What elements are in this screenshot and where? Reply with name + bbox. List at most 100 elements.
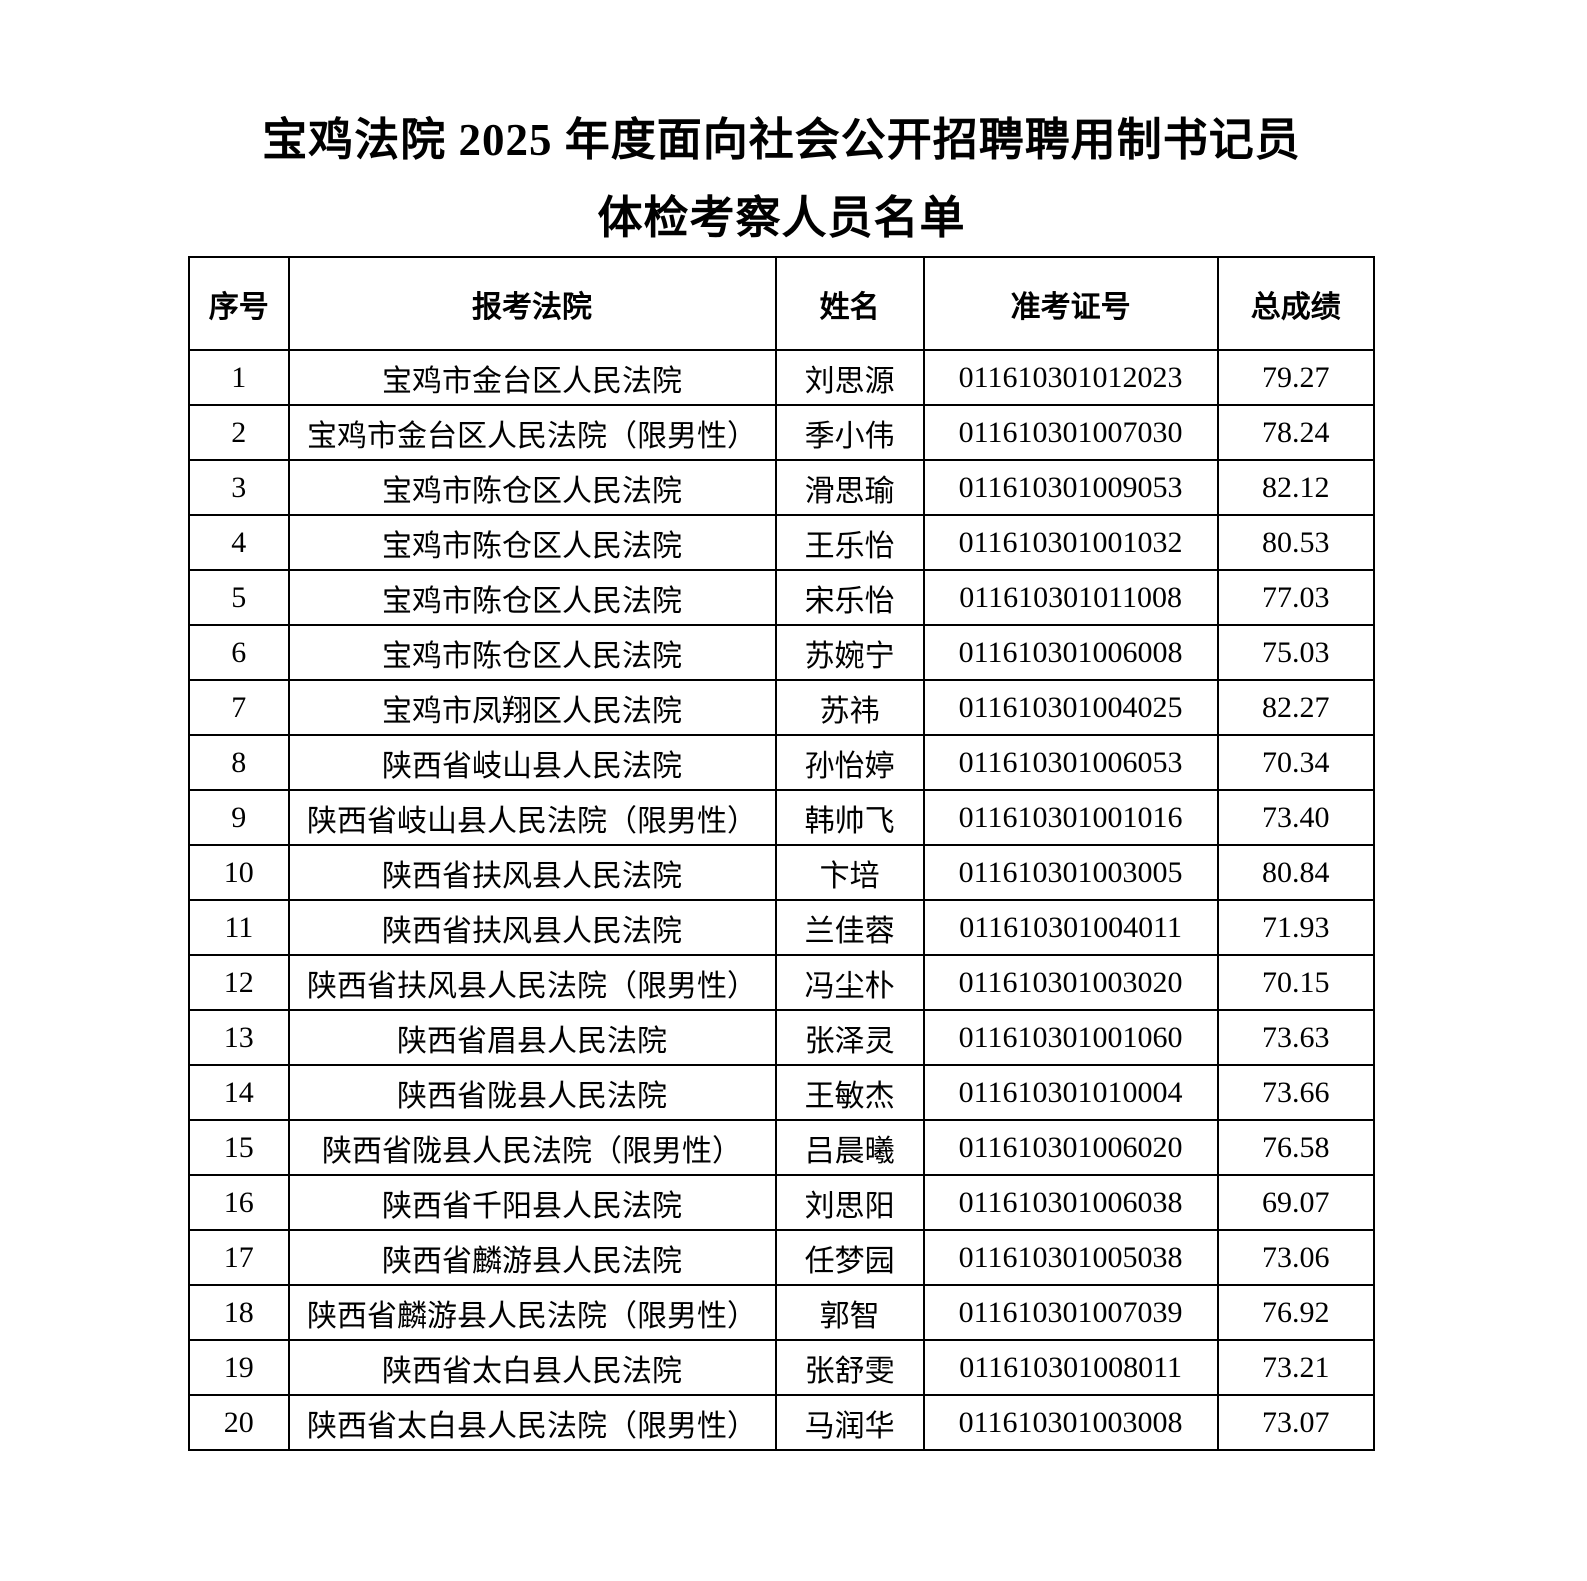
cell-name: 宋乐怡	[774, 569, 925, 626]
cell-court: 宝鸡市陈仓区人民法院	[287, 514, 777, 571]
cell-court: 陕西省扶风县人民法院（限男性）	[287, 954, 777, 1011]
cell-no: 20	[188, 1394, 290, 1451]
cell-name: 冯尘朴	[774, 954, 925, 1011]
cell-score: 71.93	[1216, 899, 1376, 956]
col-header-name: 姓名	[774, 256, 925, 351]
cell-ticket: 011610301001060	[922, 1009, 1219, 1066]
cell-no: 14	[188, 1064, 290, 1121]
cell-ticket: 011610301001032	[922, 514, 1219, 571]
cell-name: 张舒雯	[774, 1339, 925, 1396]
cell-court: 宝鸡市金台区人民法院（限男性）	[287, 404, 777, 461]
col-header-ticket: 准考证号	[922, 256, 1219, 351]
table-row: 4 宝鸡市陈仓区人民法院 王乐怡 011610301001032 80.53	[188, 514, 1376, 571]
cell-court: 宝鸡市陈仓区人民法院	[287, 624, 777, 681]
cell-name: 王敏杰	[774, 1064, 925, 1121]
table-body: 1 宝鸡市金台区人民法院 刘思源 011610301012023 79.27 2 宝鸡市金台…	[188, 349, 1376, 1451]
cell-court: 陕西省陇县人民法院（限男性）	[287, 1119, 777, 1176]
cell-no: 2	[188, 404, 290, 461]
table-row: 11 陕西省扶风县人民法院 兰佳蓉 011610301004011 71.93	[188, 899, 1376, 956]
cell-ticket: 011610301004011	[922, 899, 1219, 956]
table-row: 16 陕西省千阳县人民法院 刘思阳 011610301006038 69.07	[188, 1174, 1376, 1231]
cell-score: 73.66	[1216, 1064, 1376, 1121]
candidates-table: 序号 报考法院 姓名 准考证号 总成绩 1 宝鸡市金台区人民法院 刘思源 011610…	[188, 256, 1376, 1451]
table-row: 13 陕西省眉县人民法院 张泽灵 011610301001060 73.63	[188, 1009, 1376, 1066]
cell-no: 19	[188, 1339, 290, 1396]
cell-score: 80.53	[1216, 514, 1376, 571]
cell-name: 王乐怡	[774, 514, 925, 571]
table-row: 10 陕西省扶风县人民法院 卞培 011610301003005 80.84	[188, 844, 1376, 901]
cell-no: 8	[188, 734, 290, 791]
cell-name: 滑思瑜	[774, 459, 925, 516]
cell-name: 苏祎	[774, 679, 925, 736]
cell-name: 马润华	[774, 1394, 925, 1451]
cell-ticket: 011610301003005	[922, 844, 1219, 901]
cell-ticket: 011610301004025	[922, 679, 1219, 736]
cell-name: 兰佳蓉	[774, 899, 925, 956]
cell-score: 70.34	[1216, 734, 1376, 791]
cell-court: 宝鸡市陈仓区人民法院	[287, 459, 777, 516]
cell-score: 73.63	[1216, 1009, 1376, 1066]
cell-court: 陕西省岐山县人民法院（限男性）	[287, 789, 777, 846]
cell-no: 13	[188, 1009, 290, 1066]
cell-no: 9	[188, 789, 290, 846]
cell-name: 韩帅飞	[774, 789, 925, 846]
title-line-1: 宝鸡法院 2025 年度面向社会公开招聘聘用制书记员	[262, 115, 1301, 165]
cell-ticket: 011610301011008	[922, 569, 1219, 626]
cell-court: 陕西省太白县人民法院	[287, 1339, 777, 1396]
cell-ticket: 011610301001016	[922, 789, 1219, 846]
col-header-index: 序号	[188, 256, 290, 351]
cell-score: 73.07	[1216, 1394, 1376, 1451]
table-row: 2 宝鸡市金台区人民法院（限男性） 季小伟 011610301007030 78.24	[188, 404, 1376, 461]
cell-no: 1	[188, 349, 290, 406]
cell-score: 77.03	[1216, 569, 1376, 626]
cell-score: 79.27	[1216, 349, 1376, 406]
cell-no: 16	[188, 1174, 290, 1231]
cell-score: 76.58	[1216, 1119, 1376, 1176]
cell-score: 75.03	[1216, 624, 1376, 681]
cell-no: 6	[188, 624, 290, 681]
table-row: 7 宝鸡市凤翔区人民法院 苏祎 011610301004025 82.27	[188, 679, 1376, 736]
cell-court: 宝鸡市金台区人民法院	[287, 349, 777, 406]
cell-no: 7	[188, 679, 290, 736]
table-row: 8 陕西省岐山县人民法院 孙怡婷 011610301006053 70.34	[188, 734, 1376, 791]
cell-ticket: 011610301007039	[922, 1284, 1219, 1341]
cell-score: 82.27	[1216, 679, 1376, 736]
cell-no: 11	[188, 899, 290, 956]
cell-name: 苏婉宁	[774, 624, 925, 681]
cell-score: 80.84	[1216, 844, 1376, 901]
cell-no: 3	[188, 459, 290, 516]
cell-name: 季小伟	[774, 404, 925, 461]
cell-ticket: 011610301003008	[922, 1394, 1219, 1451]
cell-score: 73.21	[1216, 1339, 1376, 1396]
cell-ticket: 011610301006038	[922, 1174, 1219, 1231]
col-header-court: 报考法院	[287, 256, 777, 351]
cell-ticket: 011610301006020	[922, 1119, 1219, 1176]
cell-ticket: 011610301012023	[922, 349, 1219, 406]
cell-score: 73.40	[1216, 789, 1376, 846]
col-header-score: 总成绩	[1216, 256, 1376, 351]
cell-ticket: 011610301008011	[922, 1339, 1219, 1396]
cell-score: 76.92	[1216, 1284, 1376, 1341]
cell-ticket: 011610301005038	[922, 1229, 1219, 1286]
cell-no: 18	[188, 1284, 290, 1341]
cell-court: 宝鸡市凤翔区人民法院	[287, 679, 777, 736]
table-row: 6 宝鸡市陈仓区人民法院 苏婉宁 011610301006008 75.03	[188, 624, 1376, 681]
table-row: 12 陕西省扶风县人民法院（限男性） 冯尘朴 011610301003020 70.15	[188, 954, 1376, 1011]
cell-court: 宝鸡市陈仓区人民法院	[287, 569, 777, 626]
cell-no: 15	[188, 1119, 290, 1176]
cell-ticket: 011610301003020	[922, 954, 1219, 1011]
cell-court: 陕西省岐山县人民法院	[287, 734, 777, 791]
title-line-2: 体检考察人员名单	[597, 193, 966, 243]
cell-court: 陕西省太白县人民法院（限男性）	[287, 1394, 777, 1451]
cell-name: 卞培	[774, 844, 925, 901]
cell-ticket: 011610301010004	[922, 1064, 1219, 1121]
table-row: 18 陕西省麟游县人民法院（限男性） 郭智 011610301007039 76.92	[188, 1284, 1376, 1341]
table-row: 3 宝鸡市陈仓区人民法院 滑思瑜 011610301009053 82.12	[188, 459, 1376, 516]
table-row: 15 陕西省陇县人民法院（限男性） 吕晨曦 011610301006020 76.58	[188, 1119, 1376, 1176]
cell-court: 陕西省眉县人民法院	[287, 1009, 777, 1066]
cell-no: 4	[188, 514, 290, 571]
cell-court: 陕西省千阳县人民法院	[287, 1174, 777, 1231]
cell-ticket: 011610301006008	[922, 624, 1219, 681]
cell-court: 陕西省扶风县人民法院	[287, 899, 777, 956]
